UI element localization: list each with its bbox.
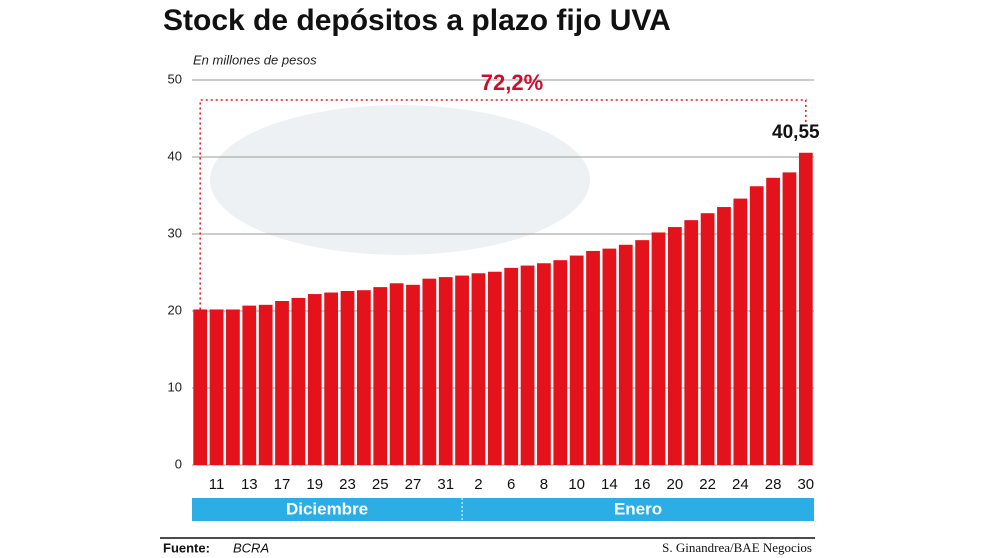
bar	[193, 309, 208, 465]
y-tick-label: 0	[175, 456, 182, 471]
x-tick-label: 24	[732, 476, 749, 493]
bar	[602, 248, 617, 465]
bar	[438, 277, 453, 465]
y-tick-label: 10	[168, 379, 182, 394]
x-tick-label: 17	[274, 476, 291, 493]
x-tick-label: 23	[339, 476, 356, 493]
bar	[258, 304, 273, 465]
background-photo	[210, 105, 590, 255]
x-tick-label: 20	[667, 476, 684, 493]
bar	[553, 260, 568, 465]
bar	[291, 297, 306, 465]
bar	[798, 152, 813, 465]
bar	[389, 283, 404, 465]
bar	[618, 244, 633, 465]
bar	[733, 198, 748, 465]
bar	[487, 271, 502, 465]
bar	[373, 287, 388, 465]
x-tick-label: 16	[634, 476, 651, 493]
bar	[635, 240, 650, 465]
annotation: 72,2%	[481, 70, 543, 95]
x-tick-label: 19	[306, 476, 323, 493]
y-tick-label: 30	[168, 225, 182, 240]
x-tick-label: 31	[437, 476, 454, 493]
bar	[717, 207, 731, 466]
x-tick-label: 30	[797, 476, 814, 493]
bar	[766, 177, 780, 466]
bar	[406, 284, 420, 465]
bar	[209, 309, 224, 465]
bar	[275, 300, 289, 465]
bar	[324, 292, 339, 465]
credit: S. Ginandrea/BAE Negocios	[662, 540, 812, 555]
bar	[340, 290, 355, 465]
bar	[684, 220, 699, 465]
x-tick-label: 14	[601, 476, 618, 493]
x-tick-label: 27	[405, 476, 422, 493]
x-tick-label: 2	[474, 476, 482, 493]
bar	[586, 250, 600, 465]
x-tick-label: 13	[241, 476, 258, 493]
bar	[782, 172, 797, 465]
bar	[471, 273, 486, 465]
x-tick-label: 22	[699, 476, 716, 493]
annotation-bracket	[199, 99, 807, 310]
y-tick-label: 50	[168, 71, 182, 86]
x-tick-label: 10	[568, 476, 585, 493]
chart-title: Stock de depósitos a plazo fijo UVA	[163, 4, 671, 37]
month-band	[462, 498, 814, 521]
bar	[520, 265, 535, 465]
bar	[455, 275, 469, 465]
bar	[307, 294, 322, 465]
x-tick-label: 6	[507, 476, 515, 493]
bar	[504, 267, 519, 465]
month-band	[192, 498, 463, 521]
bar	[242, 305, 257, 465]
x-tick-label: 8	[540, 476, 548, 493]
source: BCRA	[233, 540, 269, 555]
y-tick-label: 20	[168, 302, 182, 317]
bar	[422, 278, 437, 465]
month-label: Enero	[614, 499, 662, 518]
x-tick-label: 28	[765, 476, 782, 493]
y-tick-label: 40	[168, 148, 182, 163]
source-label: Fuente:	[163, 540, 210, 555]
x-tick-label: 25	[372, 476, 389, 493]
bar	[749, 186, 764, 465]
y-axis-label: En millones de pesos	[193, 52, 317, 67]
bar	[651, 232, 666, 465]
bar	[356, 290, 371, 465]
month-label: Diciembre	[286, 499, 368, 518]
bar	[667, 227, 682, 465]
value-label: 40,55	[772, 122, 820, 143]
bar	[537, 263, 551, 465]
bar	[700, 213, 715, 465]
bar	[569, 255, 584, 465]
bar	[226, 309, 240, 465]
x-tick-label: 11	[209, 476, 225, 493]
